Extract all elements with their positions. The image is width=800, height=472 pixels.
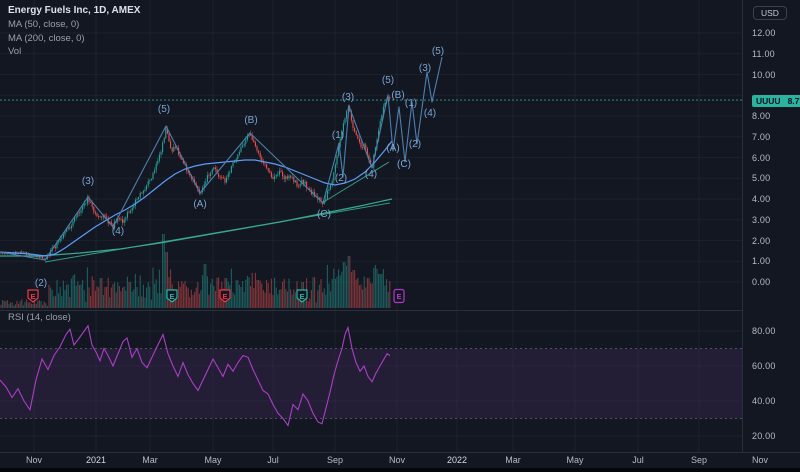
svg-text:E: E [169, 292, 174, 301]
svg-text:E: E [222, 292, 227, 301]
time-tick: Mar [142, 455, 158, 465]
earnings-icon[interactable]: E [296, 289, 308, 303]
time-tick: 2021 [85, 455, 107, 465]
svg-text:(2): (2) [335, 173, 347, 184]
svg-text:(C): (C) [397, 159, 411, 170]
svg-text:(2): (2) [409, 139, 421, 150]
svg-text:(2): (2) [35, 278, 47, 289]
volume-layer [0, 234, 391, 308]
price-tick: 4.00 [752, 194, 771, 204]
bottom-edge [0, 468, 800, 472]
time-tick: Jul [632, 455, 644, 465]
time-tick: May [204, 455, 222, 465]
last-price-ticker: UUUU [756, 96, 781, 106]
time-tick: 2022 [446, 455, 468, 465]
last-price-tag: UUUU 8.77 [752, 95, 800, 107]
svg-text:(B): (B) [391, 90, 404, 101]
chart-canvas[interactable]: (2) (3) (4) (5) (A) (B) (C) (1) (2) (3) (4) (5) (A) (… [0, 0, 742, 452]
earnings-icon[interactable]: E [166, 289, 178, 303]
svg-text:(3): (3) [419, 63, 431, 74]
svg-text:(5): (5) [158, 104, 170, 115]
svg-text:E: E [396, 292, 401, 301]
price-tick: 11.00 [752, 48, 775, 59]
wave-labels: (2) (3) (4) (5) (A) (B) (C) (1) (2) (3) (4) (5) (A) (… [35, 46, 444, 289]
currency-usd-button[interactable]: USD [753, 6, 787, 20]
price-tick: 7.00 [752, 131, 771, 142]
svg-text:(3): (3) [82, 176, 94, 187]
elliott-zigzag [0, 56, 443, 261]
svg-text:(5): (5) [432, 46, 444, 57]
svg-text:(1): (1) [332, 130, 344, 141]
rsi-tick: 40.00 [752, 396, 776, 406]
price-tick: 12.00 [752, 28, 776, 38]
svg-text:(B): (B) [244, 115, 257, 126]
svg-text:(C): (C) [317, 209, 331, 220]
svg-text:(A): (A) [193, 199, 206, 210]
time-tick: Nov [25, 455, 43, 465]
trendline-short [321, 161, 390, 204]
svg-text:(4): (4) [424, 108, 436, 119]
time-tick: Jul [267, 455, 279, 465]
time-axis[interactable]: Nov 2021 Mar May Jul Sep Nov 2022 Mar May Jul Sep No… [0, 452, 800, 469]
last-price-value: 8.77 [787, 96, 800, 106]
svg-text:(1): (1) [405, 98, 417, 109]
price-tick: 2.00 [752, 235, 771, 246]
time-tick: May [566, 455, 584, 465]
svg-text:E: E [30, 292, 35, 301]
rsi-line [0, 324, 391, 427]
svg-text:(4): (4) [365, 169, 377, 180]
svg-text:(A): (A) [386, 143, 399, 154]
price-tick: 10.00 [752, 69, 776, 80]
svg-text:(5): (5) [382, 75, 394, 86]
price-tick: 0.00 [752, 277, 771, 287]
earnings-icon[interactable]: E [393, 288, 405, 304]
svg-text:(3): (3) [342, 92, 354, 103]
rsi-tick: 20.00 [752, 431, 776, 441]
price-axis[interactable]: USD 12.00 11.00 10.00 8.00 7.00 6.00 5.00 4.00 3… [742, 0, 800, 452]
price-tick: 3.00 [752, 214, 771, 225]
earnings-icon[interactable]: E [219, 289, 231, 303]
time-tick: Nov [751, 455, 769, 465]
earnings-icon[interactable]: E [27, 289, 39, 303]
time-tick: Mar [505, 455, 521, 465]
price-tick: 8.00 [752, 111, 771, 121]
candles-layer [0, 93, 391, 261]
time-tick: Nov [388, 455, 406, 465]
rsi-tick: 80.00 [752, 326, 776, 336]
price-tick: 5.00 [752, 173, 771, 184]
rsi-legend[interactable]: RSI (14, close) [8, 312, 71, 323]
rsi-band [0, 348, 742, 419]
ma50-line [0, 140, 393, 257]
time-tick: Sep [326, 455, 344, 465]
grid-layer [0, 0, 742, 452]
price-tick: 6.00 [752, 152, 771, 163]
trendline-long [44, 202, 391, 263]
time-tick: Sep [690, 455, 708, 465]
svg-text:E: E [299, 292, 304, 301]
rsi-tick: 60.00 [752, 361, 776, 371]
svg-text:(4): (4) [112, 226, 124, 237]
price-tick: 1.00 [752, 256, 771, 267]
